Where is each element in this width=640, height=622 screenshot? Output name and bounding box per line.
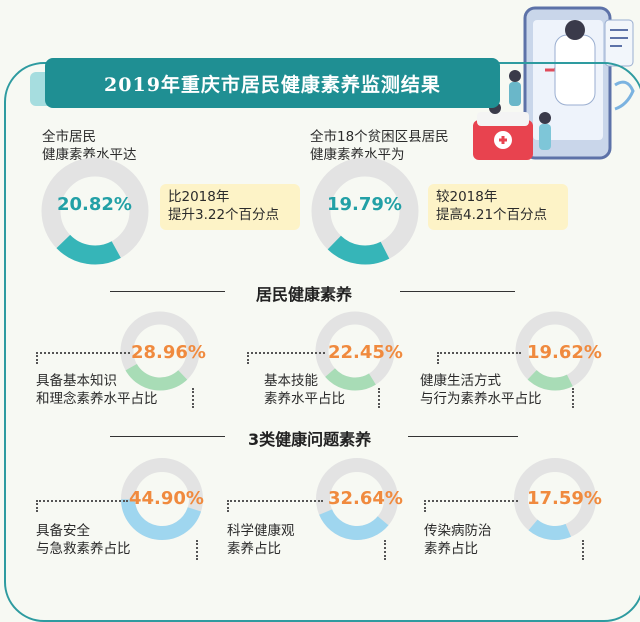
s2-3-label-line-2: 素养占比 bbox=[424, 541, 478, 557]
s1-2-label-line-1: 基本技能 bbox=[264, 373, 318, 389]
s2-2-label-line-2: 素养占比 bbox=[227, 541, 281, 557]
donut-s1-2 bbox=[315, 311, 395, 391]
chart-2-label-line-1: 全市18个贫困区县居民 bbox=[310, 129, 449, 145]
donut-s2-1 bbox=[121, 458, 203, 540]
donut-top-1-note: 比2018年 提升3.22个百分点 bbox=[160, 184, 300, 230]
leader-s1-1 bbox=[36, 352, 130, 354]
donut-s1-3-value-arc bbox=[527, 369, 573, 391]
donut-s2-2 bbox=[316, 458, 398, 540]
donut-s1-1-value-arc bbox=[125, 363, 188, 391]
leader-s1-3-v bbox=[437, 352, 439, 364]
chart-1-label: 全市居民 健康素养水平达 bbox=[42, 128, 137, 164]
section-1-rule-left bbox=[110, 291, 225, 292]
donut-s1-1 bbox=[120, 311, 200, 391]
s1-1-label: 具备基本知识 和理念素养水平占比 bbox=[36, 372, 158, 408]
s1-2-label: 基本技能 素养水平占比 bbox=[264, 372, 345, 408]
section-1-title: 居民健康素养 bbox=[256, 285, 353, 304]
page-title: 2019年重庆市居民健康素养监测结果 bbox=[104, 73, 441, 96]
section-2-title: 3类健康问题素养 bbox=[248, 430, 372, 449]
leader-s2-1-right bbox=[196, 540, 198, 560]
s2-3-label-line-1: 传染病防治 bbox=[424, 523, 492, 539]
donut-s1-2-value-arc bbox=[325, 368, 376, 391]
donut-s1-1-value: 28.96% bbox=[131, 342, 206, 363]
donut-top-1-note-line-2: 提升3.22个百分点 bbox=[168, 207, 280, 223]
donut-top-1-value-arc bbox=[56, 234, 121, 265]
donut-top-2-note-line-1: 较2018年 bbox=[436, 189, 498, 205]
donut-s2-1-value-arc bbox=[121, 498, 202, 540]
donut-s2-2-value-arc bbox=[319, 509, 389, 540]
donut-top-1 bbox=[41, 157, 149, 265]
donut-s2-1-value: 44.90% bbox=[129, 488, 204, 509]
donut-top-2 bbox=[311, 157, 419, 265]
leader-s1-2 bbox=[247, 352, 325, 354]
leader-s2-1-v bbox=[36, 500, 38, 512]
s2-3-label: 传染病防治 素养占比 bbox=[424, 522, 492, 558]
donut-top-2-note: 较2018年 提高4.21个百分点 bbox=[428, 184, 568, 230]
chart-2-label-line-2: 健康素养水平为 bbox=[310, 147, 405, 163]
leader-s1-3 bbox=[437, 352, 521, 354]
leader-s2-2-v bbox=[227, 500, 229, 512]
section-1-rule-right bbox=[400, 291, 515, 292]
chart-1-label-line-1: 全市居民 bbox=[42, 129, 96, 145]
s2-2-label: 科学健康观 素养占比 bbox=[227, 522, 295, 558]
leader-s2-3-right bbox=[582, 540, 584, 560]
section-2-rule-left bbox=[110, 436, 225, 437]
s2-2-label-line-1: 科学健康观 bbox=[227, 523, 295, 539]
donut-top-2-value: 19.79% bbox=[327, 194, 402, 215]
leader-s2-3 bbox=[424, 500, 518, 502]
donut-s1-3-value: 19.62% bbox=[527, 342, 602, 363]
donut-s1-2-value: 22.45% bbox=[328, 342, 403, 363]
s2-1-label-line-2: 与急救素养占比 bbox=[36, 541, 131, 557]
leader-s2-3-v bbox=[424, 500, 426, 512]
leader-s2-1 bbox=[36, 500, 128, 502]
leader-s1-1-v bbox=[36, 352, 38, 364]
donut-s2-3-value-arc bbox=[528, 519, 572, 540]
chart-1-label-line-2: 健康素养水平达 bbox=[42, 147, 137, 163]
leader-s2-2 bbox=[227, 500, 323, 502]
donut-s2-3-value: 17.59% bbox=[527, 488, 602, 509]
donut-top-2-note-line-2: 提高4.21个百分点 bbox=[436, 207, 548, 223]
donut-s2-3 bbox=[514, 458, 596, 540]
leader-s1-1-right bbox=[192, 388, 194, 408]
s1-1-label-line-1: 具备基本知识 bbox=[36, 373, 117, 389]
s2-1-label: 具备安全 与急救素养占比 bbox=[36, 522, 131, 558]
leader-s1-2-right bbox=[378, 388, 380, 408]
s1-3-label-line-1: 健康生活方式 bbox=[420, 373, 501, 389]
section-2-rule-right bbox=[408, 436, 518, 437]
chart-2-label: 全市18个贫困区县居民 健康素养水平为 bbox=[310, 128, 449, 164]
leader-s1-3-right bbox=[572, 388, 574, 408]
leader-s2-2-right bbox=[384, 540, 386, 560]
leader-s1-2-v bbox=[247, 352, 249, 364]
title-banner: 2019年重庆市居民健康素养监测结果 bbox=[45, 58, 500, 108]
donut-s1-3 bbox=[515, 311, 595, 391]
s1-1-label-line-2: 和理念素养水平占比 bbox=[36, 391, 158, 407]
s1-2-label-line-2: 素养水平占比 bbox=[264, 391, 345, 407]
s1-3-label-line-2: 与行为素养水平占比 bbox=[420, 391, 542, 407]
s1-3-label: 健康生活方式 与行为素养水平占比 bbox=[420, 372, 542, 408]
donut-top-2-value-arc bbox=[327, 235, 390, 265]
s2-1-label-line-1: 具备安全 bbox=[36, 523, 90, 539]
donut-top-1-note-line-1: 比2018年 bbox=[168, 189, 230, 205]
donut-s2-2-value: 32.64% bbox=[328, 488, 403, 509]
medical-illustration bbox=[473, 6, 635, 160]
donut-top-1-value: 20.82% bbox=[57, 194, 132, 215]
